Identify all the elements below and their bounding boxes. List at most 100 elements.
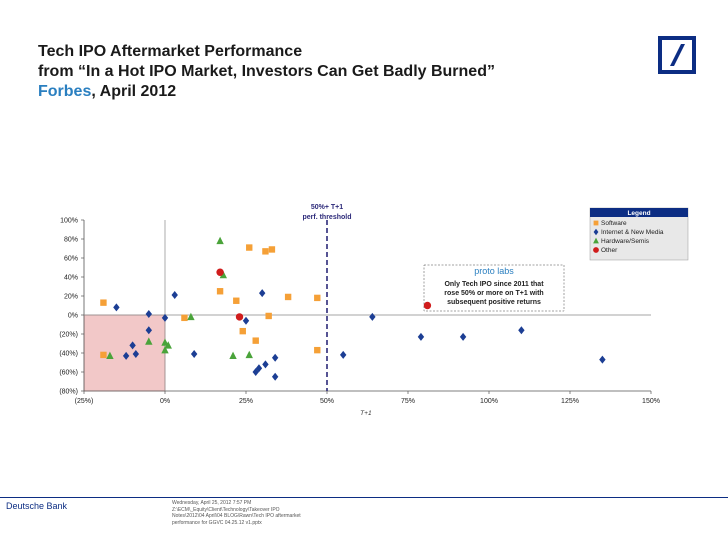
data-point-diamond: [129, 341, 136, 350]
data-point-square: [314, 294, 321, 302]
footer-company: Deutsche Bank: [6, 501, 68, 511]
data-point-circle: [423, 301, 432, 310]
data-point-circle: [235, 313, 244, 321]
legend-title: Legend: [627, 210, 650, 217]
data-point-diamond: [340, 350, 347, 359]
data-point-square: [252, 337, 259, 344]
y-tick-label: (80%): [59, 389, 78, 396]
x-tick-label: 150%: [642, 398, 660, 405]
y-tick-label: (60%): [59, 370, 78, 377]
x-tick-label: 100%: [480, 398, 498, 405]
data-point-triangle: [164, 341, 172, 349]
footer-note-line: Wednesday, April 25, 2012 7:57 PM: [172, 500, 252, 506]
footer-note-line: Notes\2012\04 April\04 BLOG\Rawn\Tech IP…: [172, 513, 301, 519]
data-point-square: [181, 314, 188, 322]
legend-marker-circle: [593, 247, 599, 253]
x-tick-label: 125%: [561, 398, 579, 405]
loss-zone: [83, 314, 166, 392]
legend-item-label: Hardware/Semis: [601, 238, 650, 245]
data-point-triangle: [229, 351, 237, 360]
data-point-circle: [216, 268, 224, 276]
callout-text: subsequent positive returns: [447, 299, 541, 306]
data-point-square: [100, 351, 107, 359]
legend-item-label: Internet & New Media: [601, 229, 664, 236]
x-axis-label: T+1: [360, 410, 372, 417]
x-tick-label: 50%: [320, 398, 334, 405]
x-tick-label: 75%: [401, 398, 415, 405]
data-point-square: [314, 346, 321, 354]
data-point-diamond: [145, 310, 152, 319]
data-point-triangle: [161, 345, 169, 354]
callout-brand: proto labs: [474, 266, 514, 276]
data-point-triangle: [187, 312, 195, 321]
callout-box: [423, 264, 565, 312]
data-point-diamond: [271, 353, 279, 362]
x-tick-label: 25%: [239, 398, 253, 405]
footer-note-line: performance for GGVC 04.25.12 v1.pptx: [172, 519, 262, 526]
callout-text: Only Tech IPO since 2011 that: [444, 281, 544, 288]
source-name: Forbes: [38, 83, 92, 100]
legend-marker-triangle: [593, 237, 599, 244]
legend-item-label: Software: [601, 220, 627, 227]
title-line-2: from “In a Hot IPO Market, Investors Can…: [38, 63, 495, 80]
deutsche-bank-logo: [658, 36, 696, 74]
data-point-diamond: [171, 291, 178, 300]
legend-item-label: Other: [601, 247, 618, 254]
data-point-triangle: [145, 337, 153, 345]
y-tick-label: 100%: [60, 218, 78, 225]
callout-text: rose 50% or more on T+1 with: [444, 290, 543, 297]
y-tick-label: 0%: [68, 313, 78, 320]
footer-note-line: Z:\ECM\_Equity\Client\Technology\Takeove…: [172, 506, 280, 513]
legend-marker-diamond: [593, 228, 599, 236]
y-tick-label: 20%: [64, 294, 78, 301]
data-point-square: [265, 312, 272, 320]
title-line-1: Tech IPO Aftermarket Performance: [38, 43, 303, 60]
data-point-triangle: [106, 351, 114, 360]
y-tick-label: (40%): [59, 351, 78, 358]
data-point-square: [246, 244, 253, 251]
data-point-diamond: [122, 351, 130, 360]
data-point-square: [262, 248, 269, 255]
data-point-diamond: [145, 326, 152, 335]
footer-divider: [0, 497, 728, 498]
data-point-diamond: [252, 368, 259, 376]
data-point-diamond: [242, 316, 250, 325]
y-tick-label: 80%: [64, 237, 78, 244]
data-point-square: [284, 293, 292, 301]
source-date: , April 2012: [91, 83, 177, 100]
data-point-diamond: [259, 289, 266, 298]
legend-marker-square: [593, 220, 599, 226]
x-tick-label: (25%): [75, 398, 94, 405]
scatter-chart: 100% 80% 60% 40% 20% 0% (20%) (40%) (60%) (80%) (2…: [59, 204, 689, 417]
y-tick-label: (20%): [59, 332, 78, 339]
y-tick-label: 60%: [64, 256, 78, 263]
x-tick-label: 0%: [160, 398, 170, 405]
data-point-diamond: [262, 360, 269, 369]
threshold-label: 50%+ T+1: [311, 204, 343, 211]
data-point-diamond: [132, 349, 140, 358]
data-point-diamond: [518, 326, 525, 335]
data-point-diamond: [599, 355, 606, 364]
footer-note: Wednesday, April 25, 2012 7:57 PM Z:\ECM…: [172, 500, 352, 526]
data-point-square: [239, 327, 246, 335]
logo-slash-icon: [670, 44, 685, 66]
data-point-diamond: [255, 364, 263, 373]
data-point-square: [233, 297, 240, 304]
y-tick-label: 40%: [64, 275, 78, 282]
legend-header: [590, 208, 688, 217]
threshold-label: perf. threshold: [302, 214, 351, 221]
data-point-square: [268, 246, 276, 253]
data-point-triangle: [216, 236, 224, 245]
data-point-triangle: [161, 338, 169, 346]
data-point-diamond: [459, 332, 467, 341]
data-point-diamond: [190, 349, 198, 358]
data-point-diamond: [369, 312, 376, 321]
title-line-3: Forbes, April 2012: [38, 82, 495, 102]
data-point-diamond: [113, 303, 120, 312]
data-point-triangle: [219, 270, 228, 279]
data-point-diamond: [417, 332, 425, 341]
data-point-square: [216, 288, 224, 295]
chart-title: Tech IPO Aftermarket Performance from “I…: [38, 42, 495, 102]
data-point-square: [100, 299, 107, 306]
data-point-triangle: [245, 350, 253, 359]
